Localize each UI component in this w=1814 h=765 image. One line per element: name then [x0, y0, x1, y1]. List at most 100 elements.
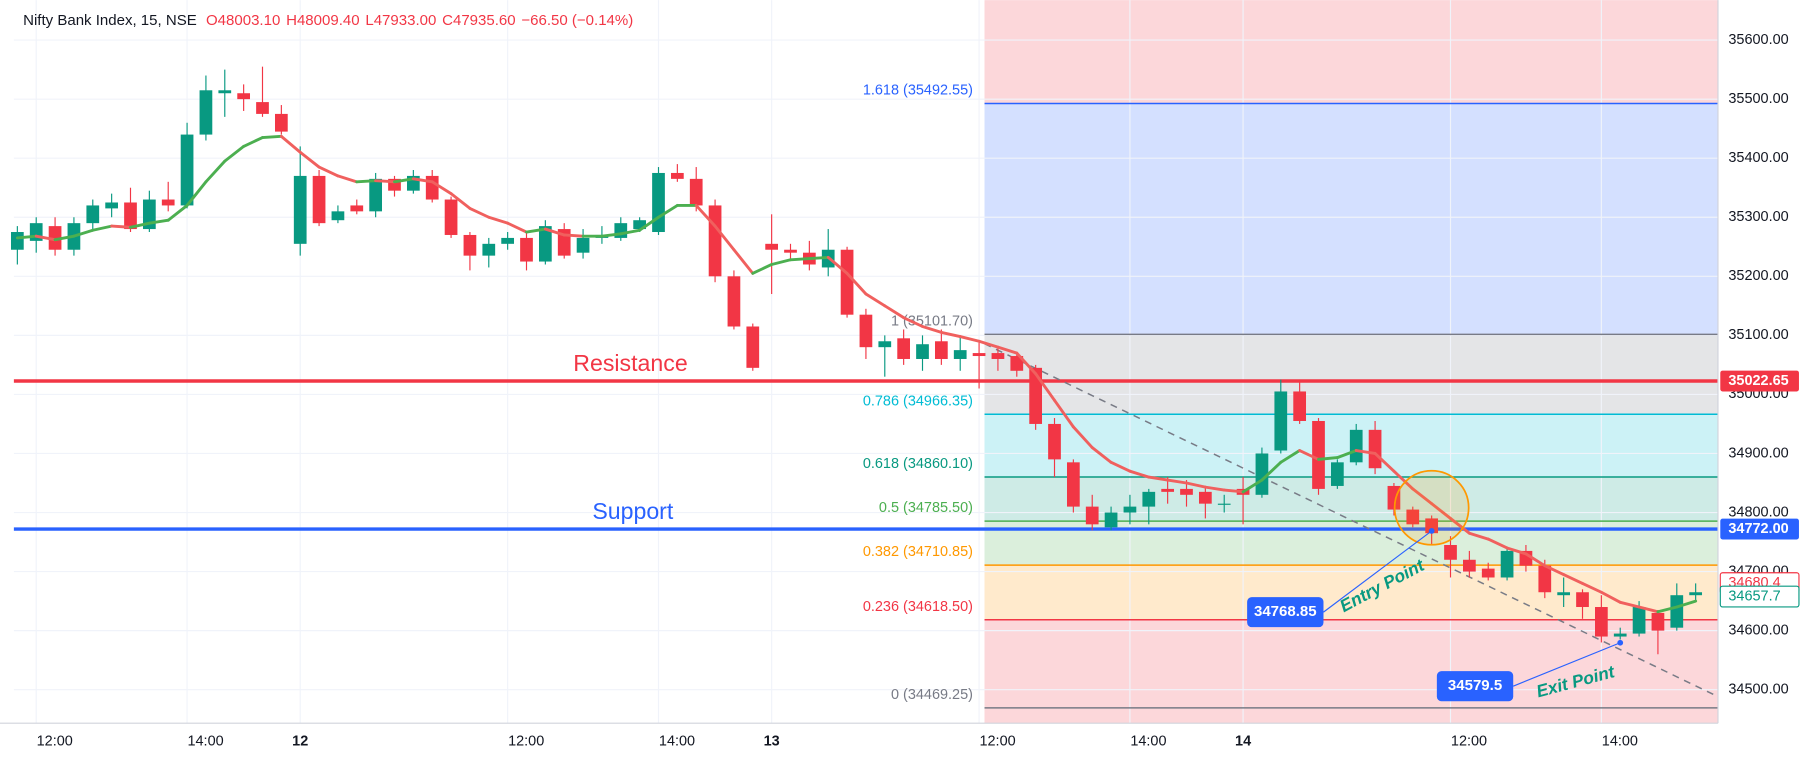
- ema-segment: [770, 258, 792, 266]
- candle-body: [1010, 356, 1024, 371]
- ema-segment: [317, 165, 340, 178]
- candle-body: [576, 237, 590, 253]
- fib-label: 0.618 (34860.10): [863, 456, 973, 472]
- candle-body: [256, 102, 269, 114]
- ema-segment: [298, 150, 321, 169]
- fib-zone: [984, 707, 1718, 724]
- candle-body: [463, 234, 477, 256]
- candle-body: [1048, 423, 1061, 460]
- ema-segment: [374, 179, 396, 184]
- ema-segment: [939, 330, 962, 338]
- candle-body: [48, 226, 62, 250]
- candle-body: [1349, 429, 1363, 463]
- ema-segment: [543, 227, 566, 237]
- support-label: Support: [592, 498, 674, 524]
- ema-segment: [1128, 469, 1151, 479]
- resistance-label: Resistance: [573, 350, 687, 376]
- ema-segment: [1486, 537, 1509, 550]
- candle-body: [1198, 491, 1212, 504]
- ema-segment: [1505, 546, 1528, 556]
- ema-segment: [1618, 600, 1641, 609]
- candle-body: [444, 199, 458, 235]
- ema-segment: [1109, 460, 1132, 473]
- candle-body: [633, 220, 647, 230]
- ema-segment: [826, 255, 849, 275]
- ema-segment: [72, 228, 95, 238]
- ema-segment: [1317, 456, 1339, 461]
- candle-body: [1632, 607, 1646, 634]
- y-tick-label: 35500.00: [1728, 91, 1788, 107]
- ema-segment: [506, 221, 528, 234]
- ema-segment: [1354, 449, 1377, 455]
- candle-body: [538, 226, 552, 262]
- ema-segment: [53, 234, 76, 242]
- price-tag-label: 34657.7: [1728, 588, 1780, 604]
- candle-body: [746, 326, 760, 368]
- header: Nifty Bank Index, 15, NSE O48003.10 H48009…: [23, 12, 633, 29]
- candle-body: [708, 205, 722, 277]
- ema-segment: [1675, 599, 1698, 609]
- ohlc-value: C47935.60: [442, 12, 515, 29]
- x-tick-label: 14:00: [187, 734, 223, 750]
- y-tick-label: 34500.00: [1728, 682, 1788, 698]
- candle-body: [765, 243, 779, 250]
- entry-circle: [1393, 469, 1470, 546]
- candle-body: [350, 205, 364, 212]
- candle-body: [10, 232, 24, 250]
- candle-body: [312, 175, 326, 224]
- candle-body: [161, 199, 175, 206]
- candle-body: [1368, 429, 1382, 469]
- ema-segment: [1430, 502, 1452, 520]
- ema-segment: [1392, 469, 1415, 491]
- callout-box: [1247, 597, 1324, 628]
- fib-label: 1.618 (35492.55): [863, 83, 973, 99]
- ema-segment: [336, 174, 359, 184]
- x-tick-label: 12:00: [979, 734, 1015, 750]
- candle-body: [1066, 462, 1080, 507]
- candle-body: [1123, 506, 1137, 513]
- ema-segment: [1543, 564, 1566, 576]
- candle-body: [86, 205, 100, 224]
- candle-body: [1463, 559, 1476, 572]
- callout-point: [1428, 528, 1435, 534]
- candle-body: [991, 353, 1005, 359]
- candle-body: [652, 172, 665, 233]
- ema-segment: [110, 224, 132, 229]
- candle-body: [520, 237, 533, 262]
- fib-label: 0.236 (34618.50): [863, 599, 973, 615]
- ema-segment: [1581, 581, 1603, 594]
- candle-body: [1312, 420, 1325, 489]
- x-tick-label: 14:00: [659, 734, 695, 750]
- ema-segment: [91, 224, 114, 232]
- candle-body: [934, 341, 948, 359]
- candle-body: [1217, 503, 1231, 505]
- ema-segment: [1524, 552, 1547, 568]
- ema-segment: [562, 233, 585, 238]
- x-tick-label: 12:00: [1451, 734, 1487, 750]
- ema-segment: [1562, 573, 1584, 585]
- ema-segment: [468, 206, 491, 219]
- ema-segment: [185, 180, 208, 207]
- fib-zone: [984, 0, 1718, 104]
- candle-body: [1651, 612, 1665, 631]
- ema-segment: [902, 316, 924, 328]
- ema-segment: [1335, 449, 1358, 460]
- x-tick-label: 12:00: [37, 734, 73, 750]
- candle-body: [1161, 488, 1175, 492]
- price-tag-label: 34772.00: [1728, 521, 1788, 537]
- candle-body: [237, 93, 251, 100]
- symbol: Nifty Bank Index, 15, NSE: [23, 12, 197, 29]
- candle-body: [1557, 592, 1571, 596]
- candle-body: [689, 178, 703, 206]
- ema-segment: [996, 345, 1019, 355]
- ema-segment: [1241, 478, 1264, 494]
- x-tick-label: 14:00: [1602, 734, 1638, 750]
- fib-label: 0.382 (34710.85): [863, 544, 973, 560]
- ema-segment: [883, 304, 906, 320]
- candle-body: [1538, 565, 1552, 593]
- ema-segment: [713, 224, 736, 252]
- y-tick-label: 35600.00: [1728, 32, 1788, 48]
- x-tick-label: 14: [1235, 734, 1251, 750]
- y-tick-label: 34800.00: [1728, 504, 1788, 520]
